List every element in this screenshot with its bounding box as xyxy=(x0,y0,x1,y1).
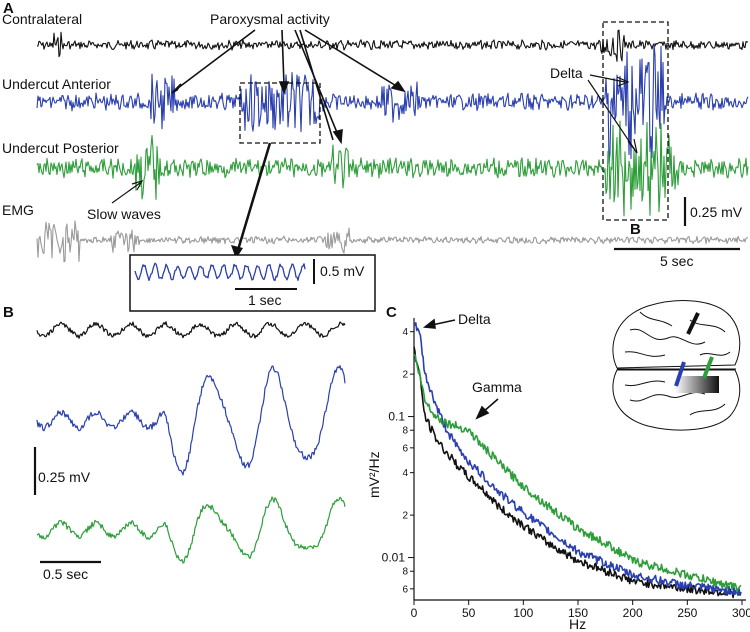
psd-series-1 xyxy=(413,322,742,596)
psd-xlabel: Hz xyxy=(569,616,586,632)
panel-b-traces xyxy=(36,321,346,564)
trace-emg xyxy=(36,220,748,263)
delta-label-a: Delta xyxy=(550,65,583,81)
delta-arrows xyxy=(587,74,638,154)
y-minor-tick-label: 4 xyxy=(402,468,408,479)
psd-chart: 0 50 100 150 200 250 300 0.1 0.01 4 2 8 6 4 2 8 6 mV²/Hz… xyxy=(366,311,750,632)
psd-lines xyxy=(413,322,742,599)
x-tick-label: 100 xyxy=(513,606,533,620)
y-minor-tick-label: 8 xyxy=(402,567,408,578)
trace-label-undercut-anterior: Undercut Anterior xyxy=(2,76,111,92)
trace-b-posterior xyxy=(36,496,346,564)
trace-contralateral xyxy=(36,29,749,62)
x-tick-label: 0 xyxy=(411,606,418,620)
paroxysmal-activity-label: Paroxysmal activity xyxy=(210,11,330,27)
y-minor-tick-label: 6 xyxy=(402,584,408,595)
inset-waveform xyxy=(134,262,306,282)
inset-scale-t-label: 1 sec xyxy=(248,292,281,308)
trace-b-contralateral xyxy=(36,321,346,339)
psd-delta-label: Delta xyxy=(458,311,491,327)
y-minor-tick-label: 4 xyxy=(402,327,408,338)
psd-delta-arrow xyxy=(422,318,456,329)
y-major-tick-label: 0.01 xyxy=(382,551,406,565)
inset-trace xyxy=(134,262,306,282)
inset-pointer-arrow xyxy=(231,142,272,259)
x-tick-label: 150 xyxy=(568,606,588,620)
psd-ticks: 0 50 100 150 200 250 300 0.1 0.01 4 2 8 6 4 2 8 6 xyxy=(382,327,750,620)
a-scale-t-label: 5 sec xyxy=(660,253,693,269)
y-major-tick-label: 0.1 xyxy=(388,410,405,424)
trace-undercut-posterior xyxy=(36,120,749,217)
y-minor-tick-label: 2 xyxy=(402,370,408,381)
inset-scale-v-label: 0.5 mV xyxy=(320,263,365,279)
paroxysmal-arrows xyxy=(171,29,406,145)
panel-c-letter: C xyxy=(386,304,397,321)
y-minor-tick-label: 2 xyxy=(402,511,408,522)
inset-box xyxy=(129,254,376,312)
y-minor-tick-label: 6 xyxy=(402,443,408,454)
trace-b-anterior xyxy=(36,365,346,476)
x-tick-label: 50 xyxy=(462,606,476,620)
trace-label-emg: EMG xyxy=(2,202,34,218)
psd-gamma-label: Gamma xyxy=(472,379,522,395)
psd-series-2 xyxy=(413,353,742,593)
psd-ylabel: mV²/Hz xyxy=(366,451,382,498)
brain-schematic xyxy=(612,300,741,431)
a-scale-v-label: 0.25 mV xyxy=(690,204,743,220)
paroxysm-highlight-box xyxy=(239,82,321,144)
panel-a-letter: A xyxy=(3,0,14,17)
box-b-label: B xyxy=(630,221,641,238)
psd-gamma-arrow xyxy=(475,398,499,420)
delta-highlight-box xyxy=(602,21,669,221)
trace-label-undercut-posterior: Undercut Posterior xyxy=(2,140,119,156)
panel-a-traces xyxy=(36,29,749,263)
x-tick-label: 200 xyxy=(623,606,643,620)
slow-waves-label: Slow waves xyxy=(87,206,161,222)
x-tick-label: 250 xyxy=(677,606,697,620)
trace-undercut-anterior xyxy=(36,42,749,165)
slow-waves-arrow xyxy=(111,180,144,204)
panel-b-letter: B xyxy=(3,304,14,321)
x-tick-label: 300 xyxy=(732,606,750,620)
y-minor-tick-label: 8 xyxy=(402,426,408,437)
trace-label-contralateral: Contralateral xyxy=(2,11,82,27)
b-scale-v-label: 0.25 mV xyxy=(38,469,91,485)
b-scale-t-label: 0.5 sec xyxy=(43,566,88,582)
